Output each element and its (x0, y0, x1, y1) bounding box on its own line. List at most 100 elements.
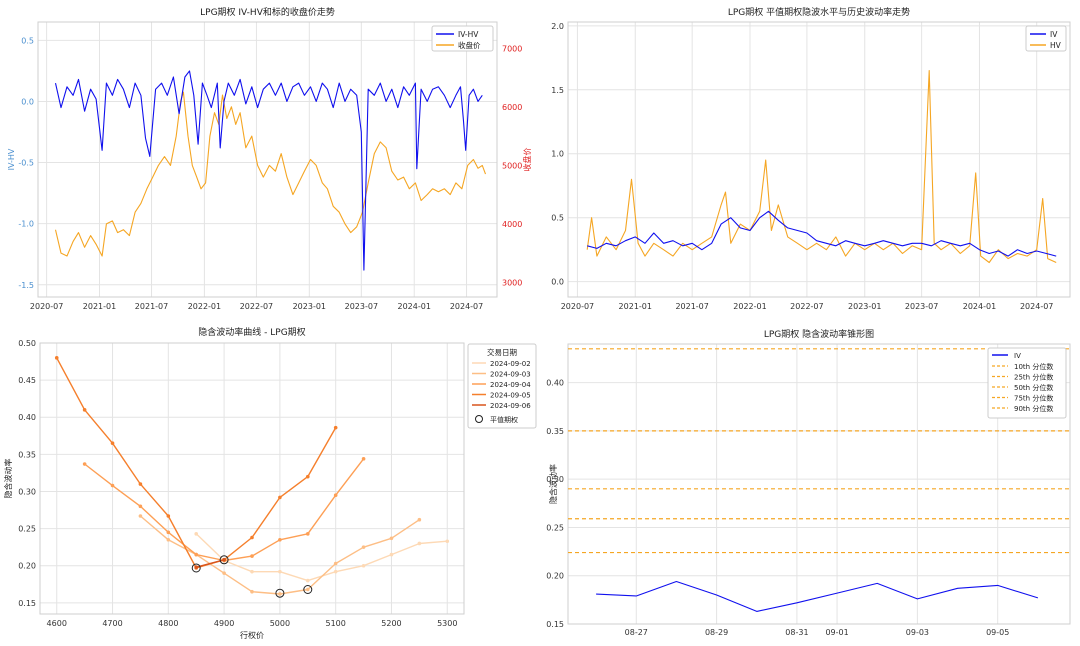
legend-label: IV-HV (458, 30, 479, 39)
series-line-hv (586, 70, 1057, 264)
x-tick-label: 4600 (47, 619, 67, 628)
y-tick-label: 2.0 (551, 22, 564, 31)
legend-box (467, 343, 537, 429)
smile-point (250, 554, 254, 558)
chart-title: LPG期权 隐含波动率锥形图 (764, 328, 874, 340)
y-tick-label: 0.45 (18, 376, 36, 385)
y-tick-label: -1.5 (18, 281, 34, 290)
atm-marker (275, 588, 285, 598)
y-axis-label: IV-HV (7, 148, 16, 170)
atm-marker (219, 555, 229, 565)
smile-point (194, 565, 199, 570)
smile-point (361, 545, 366, 549)
smile-point (278, 495, 282, 500)
smile-point (361, 457, 366, 461)
smile-point (250, 569, 254, 574)
y-tick-label: 1.0 (551, 150, 564, 159)
smile-point (138, 504, 143, 509)
x-tick-label: 2020-07 (561, 302, 594, 311)
y-axis-label: 隐含波动率 (3, 459, 13, 499)
smile-point (361, 563, 366, 568)
smile-point (82, 408, 87, 412)
smile-point (389, 536, 394, 541)
plot-frame (37, 21, 498, 298)
y-tick-label: 0.5 (551, 214, 564, 223)
smile-point (278, 569, 282, 574)
smile-point (333, 561, 338, 566)
x-tick-label: 08-31 (785, 628, 808, 637)
legend-label: 2024-09-05 (490, 392, 531, 400)
x-tick-label: 2022-07 (240, 302, 273, 311)
smile-point (278, 537, 282, 542)
smile-point (417, 517, 422, 522)
smile-point (138, 482, 143, 486)
legend-label: 50th 分位数 (1014, 383, 1053, 392)
legend-label: 2024-09-06 (490, 402, 531, 410)
legend-label: HV (1050, 41, 1062, 50)
chart-title: LPG期权 平值期权隐波水平与历史波动率走势 (728, 6, 910, 18)
chart-atm-iv-hv: 0.0 0.5 1.0 1.5 2.0 2020-07 2021-01 2021-07 2022… (551, 6, 1071, 311)
x-tick-label: 08-27 (625, 628, 648, 637)
x-tick-label: 5200 (381, 619, 401, 628)
plot-frame (39, 342, 465, 615)
legend-label: 90th 分位数 (1014, 404, 1053, 413)
legend-label: 2024-09-03 (490, 371, 531, 379)
smile-point (166, 514, 171, 518)
y-tick-label: 0.20 (18, 562, 36, 571)
y-tick-label: -1.0 (18, 220, 34, 229)
x-tick-label: 2024-01 (398, 302, 431, 311)
x-tick-label: 2021-01 (619, 302, 652, 311)
smile-point (110, 441, 115, 446)
y-tick-label: 0.20 (546, 572, 564, 581)
smile-point (333, 569, 338, 574)
smile-point (194, 532, 199, 536)
x-tick-label: 2024-07 (450, 302, 483, 311)
legend-title: 交易日期 (487, 347, 517, 357)
smile-point (250, 535, 254, 540)
x-tick-label: 09-05 (986, 628, 1009, 637)
smile-line-2024-09-02 (195, 533, 448, 582)
smile-point (333, 493, 338, 498)
series-line-iv (587, 210, 1057, 257)
smile-point (110, 483, 115, 488)
y-tick-label: 0.5 (21, 36, 34, 45)
y-tick-label: 0.40 (546, 379, 564, 388)
y-tick-label: 0.40 (18, 413, 36, 422)
x-tick-label: 5000 (270, 619, 290, 628)
legend: IV HV (1025, 25, 1067, 52)
y-tick-label: 0.15 (546, 620, 564, 629)
plot-frame (567, 21, 1071, 298)
chart-iv-smile: 0.15 0.20 0.25 0.30 0.35 0.40 0.45 0.50 4600 4700… (3, 326, 537, 640)
x-tick-label: 4700 (102, 619, 122, 628)
x-tick-label: 2022-01 (188, 302, 221, 311)
smile-point (222, 558, 226, 562)
smile-point (305, 474, 310, 479)
smile-point (82, 462, 87, 466)
smile-point (305, 587, 310, 592)
smile-point (278, 592, 282, 596)
x-tick-label: 2023-01 (293, 302, 326, 311)
y-tick-label: 0.25 (546, 523, 564, 532)
smile-point (166, 530, 171, 535)
atm-marker (303, 584, 313, 594)
y2-tick-label: 7000 (502, 44, 522, 53)
y-axis-label: 隐含波动率 (548, 464, 558, 504)
x-tick-label: 4900 (214, 619, 234, 628)
x-tick-label: 2023-07 (905, 302, 938, 311)
y2-tick-label: 5000 (502, 161, 522, 170)
legend-label: 75th 分位数 (1014, 394, 1053, 403)
legend-label: 收盘价 (458, 40, 481, 50)
series-line-iv-hv (54, 70, 483, 271)
y-tick-label: 0.35 (546, 427, 564, 436)
smile-point (54, 356, 59, 360)
plot-frame (567, 343, 1071, 625)
chart-iv-cone: 0.15 0.20 0.25 0.30 0.35 0.40 08-27 08-29 08-31 0… (546, 328, 1071, 637)
x-tick-label: 09-01 (825, 628, 848, 637)
y-tick-label: 0.15 (18, 599, 36, 608)
x-tick-label: 2022-07 (790, 302, 823, 311)
smile-point (305, 532, 310, 536)
x-tick-label: 5300 (437, 619, 457, 628)
chart-iv-hv-close: -1.5 -1.0 -0.5 0.0 0.5 2020-07 2021-01 2021-07 2… (7, 6, 532, 311)
